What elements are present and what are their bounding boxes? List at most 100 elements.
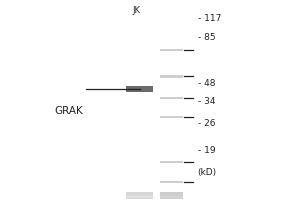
Bar xyxy=(126,195,153,198)
Bar xyxy=(160,195,183,198)
Bar xyxy=(126,195,153,198)
Bar xyxy=(160,194,183,197)
Bar xyxy=(126,195,153,198)
Bar xyxy=(160,193,183,197)
Bar xyxy=(160,195,183,198)
Bar xyxy=(160,195,183,198)
Bar xyxy=(126,194,153,197)
Bar xyxy=(160,194,183,198)
Bar xyxy=(126,195,153,198)
Bar xyxy=(160,195,183,198)
Bar xyxy=(160,192,183,196)
Bar xyxy=(126,195,153,198)
Bar xyxy=(126,195,153,198)
Bar xyxy=(160,193,183,197)
Bar xyxy=(126,195,153,198)
Bar xyxy=(126,193,153,196)
Bar xyxy=(126,193,153,197)
Bar xyxy=(160,193,183,196)
Bar xyxy=(126,193,153,196)
Bar xyxy=(126,193,153,197)
Bar xyxy=(160,195,183,198)
Text: JK: JK xyxy=(133,6,141,15)
Bar xyxy=(160,195,183,199)
Bar xyxy=(160,193,183,196)
Bar xyxy=(160,193,183,196)
Bar xyxy=(126,195,153,199)
Bar xyxy=(126,193,153,197)
Bar xyxy=(126,193,153,197)
Bar xyxy=(126,195,153,198)
Bar xyxy=(126,193,153,196)
Bar xyxy=(160,194,183,197)
Bar xyxy=(160,194,183,197)
Text: GRAK: GRAK xyxy=(54,106,83,116)
Bar xyxy=(126,195,153,198)
Bar xyxy=(160,192,183,195)
Bar xyxy=(126,195,153,199)
Bar xyxy=(160,192,183,195)
Bar xyxy=(160,193,183,196)
Bar xyxy=(160,49,183,51)
Bar xyxy=(126,194,153,197)
Bar xyxy=(126,194,153,198)
Bar xyxy=(126,195,153,198)
Bar xyxy=(126,195,153,199)
Bar xyxy=(160,192,183,196)
Bar xyxy=(126,194,153,198)
Bar xyxy=(160,193,183,196)
Text: - 48: - 48 xyxy=(198,79,215,88)
Bar xyxy=(160,195,183,198)
Bar xyxy=(160,193,183,197)
Bar xyxy=(160,75,183,78)
Bar xyxy=(126,193,153,196)
Bar xyxy=(160,195,183,198)
Bar xyxy=(126,192,153,195)
Bar xyxy=(126,193,153,196)
Bar xyxy=(126,193,153,196)
Bar xyxy=(160,193,183,196)
Bar xyxy=(160,194,183,197)
Bar xyxy=(160,193,183,196)
Bar xyxy=(160,195,183,198)
Bar xyxy=(126,194,153,197)
Bar xyxy=(126,193,153,196)
Bar xyxy=(126,192,153,196)
Bar xyxy=(160,194,183,197)
Bar xyxy=(160,192,183,196)
Bar xyxy=(126,192,153,196)
Bar xyxy=(160,194,183,198)
Bar xyxy=(160,193,183,196)
Bar xyxy=(160,195,183,198)
Bar xyxy=(160,195,183,198)
Bar xyxy=(160,194,183,198)
Bar xyxy=(126,86,153,92)
Bar xyxy=(160,194,183,197)
Bar xyxy=(126,194,153,197)
Bar xyxy=(160,193,183,196)
Bar xyxy=(160,192,183,196)
Bar xyxy=(160,193,183,196)
Bar xyxy=(126,192,153,196)
Bar xyxy=(126,194,153,197)
Bar xyxy=(160,194,183,197)
Bar xyxy=(126,193,153,196)
Bar xyxy=(126,194,153,197)
Bar xyxy=(160,195,183,198)
Bar xyxy=(160,116,183,118)
Bar xyxy=(126,194,153,197)
Bar xyxy=(160,193,183,197)
Bar xyxy=(126,195,153,198)
Bar xyxy=(126,193,153,196)
Bar xyxy=(126,194,153,198)
Bar xyxy=(126,194,153,198)
Bar xyxy=(160,193,183,196)
Bar xyxy=(126,195,153,198)
Bar xyxy=(160,194,183,197)
Text: - 34: - 34 xyxy=(198,97,215,106)
Bar xyxy=(160,161,183,163)
Bar xyxy=(126,193,153,196)
Bar xyxy=(160,195,183,198)
Bar xyxy=(160,194,183,197)
Bar xyxy=(160,193,183,196)
